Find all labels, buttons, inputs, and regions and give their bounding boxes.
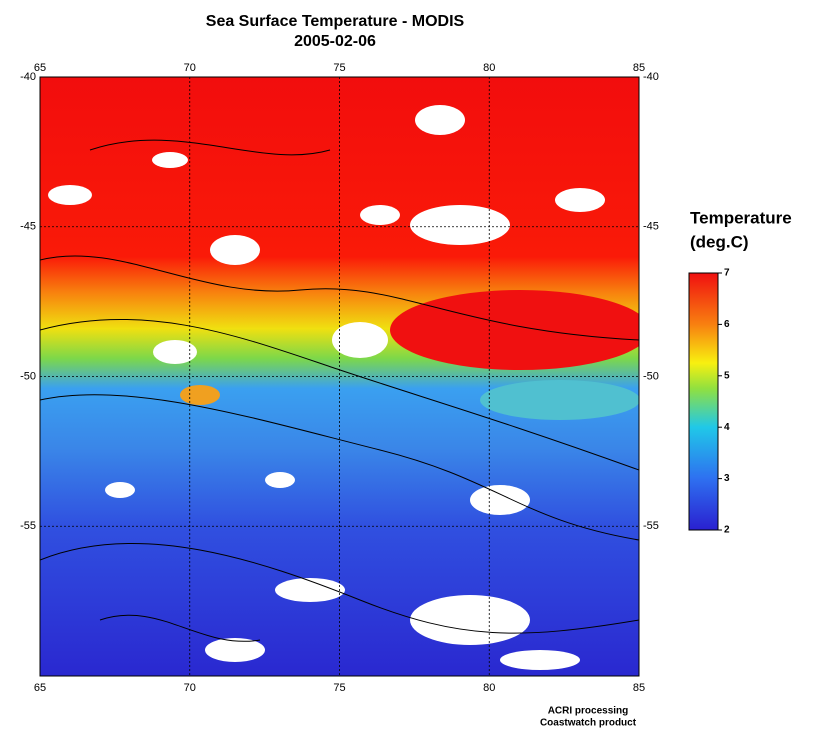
colorbar-title: (deg.C) xyxy=(690,232,749,251)
x-tick-label: 80 xyxy=(483,682,495,694)
map-title: Sea Surface Temperature - MODIS xyxy=(206,13,465,30)
x-tick-label: 65 xyxy=(34,62,46,74)
x-tick-label: 75 xyxy=(333,682,345,694)
colorbar-title: Temperature xyxy=(690,208,792,227)
x-tick-label: 65 xyxy=(34,682,46,694)
colorbar-tick-label: 4 xyxy=(724,422,730,433)
y-tick-label: -40 xyxy=(643,71,659,83)
credit: ACRI processing xyxy=(548,706,629,717)
sst-field xyxy=(40,77,639,676)
y-tick-label: -50 xyxy=(643,370,659,382)
credit: Coastwatch product xyxy=(540,718,637,729)
y-tick-label: -45 xyxy=(643,221,659,233)
colorbar-tick-label: 6 xyxy=(724,319,730,330)
colorbar-tick-label: 2 xyxy=(724,525,730,536)
x-tick-label: 70 xyxy=(184,682,196,694)
y-tick-label: -50 xyxy=(20,370,36,382)
colorbar-tick-label: 7 xyxy=(724,268,730,279)
colorbar-tick-label: 3 xyxy=(724,473,730,484)
x-tick-label: 75 xyxy=(333,62,345,74)
map-subtitle: 2005-02-06 xyxy=(294,33,376,50)
y-tick-label: -45 xyxy=(20,221,36,233)
colorbar-tick-label: 5 xyxy=(724,370,730,381)
x-tick-label: 70 xyxy=(184,62,196,74)
y-tick-label: -55 xyxy=(643,520,659,532)
colorbar xyxy=(688,272,719,531)
x-tick-label: 80 xyxy=(483,62,495,74)
y-tick-label: -55 xyxy=(20,520,36,532)
y-tick-label: -40 xyxy=(20,71,36,83)
x-tick-label: 85 xyxy=(633,682,645,694)
x-tick-label: 85 xyxy=(633,62,645,74)
